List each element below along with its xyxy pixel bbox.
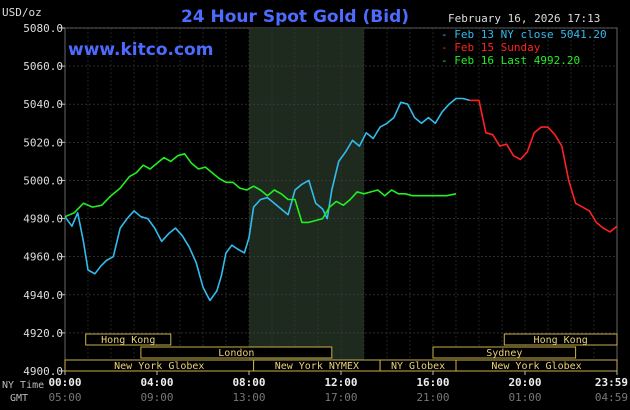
- price-series: [64, 97, 618, 302]
- session-label: Hong Kong: [101, 335, 155, 346]
- x-tick-label-gmt: 17:00: [324, 391, 357, 404]
- x-tick-label-ny: 23:59: [595, 376, 628, 389]
- legend: - Feb 13 NY close 5041.20- Feb 15 Sunday…: [441, 28, 607, 67]
- session-box: [432, 346, 577, 359]
- x-tick-label-ny: 16:00: [416, 376, 449, 389]
- legend-entry: - Feb 16 Last 4992.20: [441, 54, 580, 67]
- session-label: New York Globex: [491, 361, 581, 372]
- trading-sessions: Hong Kong Hong Kong London Sydney New York G…: [64, 333, 618, 372]
- session-label: Hong Kong: [534, 335, 588, 346]
- y-tick-label: 4960.0: [23, 251, 63, 264]
- legend-entry: - Feb 13 NY close 5041.20: [441, 28, 607, 41]
- shaded-region: [249, 28, 364, 371]
- x-tick-label-gmt: 13:00: [232, 391, 265, 404]
- x-tick-label-ny: 04:00: [140, 376, 173, 389]
- session-label: New York NYMEX: [275, 361, 359, 372]
- y-tick-label: 5040.0: [23, 98, 63, 111]
- x-tick-label-ny: 20:00: [508, 376, 541, 389]
- session-label: London: [218, 348, 254, 359]
- y-tick-label: 4900.0: [23, 365, 63, 378]
- series-line: [64, 97, 471, 302]
- series-line: [469, 99, 618, 233]
- session-box: [455, 359, 618, 372]
- website-label: www.kitco.com: [68, 40, 213, 60]
- x-tick-label-ny: 08:00: [232, 376, 265, 389]
- x-tick-label-ny: 00:00: [48, 376, 81, 389]
- x-tick-label-gmt: 01:00: [508, 391, 541, 404]
- shaded-band: [249, 28, 364, 371]
- unit-label: USD/oz: [2, 6, 42, 19]
- y-tick-label: 4920.0: [23, 327, 63, 340]
- session-label: New York Globex: [114, 361, 204, 372]
- session-box: [503, 333, 618, 346]
- y-tick-label: 5060.0: [23, 60, 63, 73]
- x-axis-ticks: 00:00 05:00 04:00 09:00 08:00 13:00 12:00 17:00…: [48, 371, 628, 404]
- y-tick-label: 5020.0: [23, 136, 63, 149]
- series-line: [64, 153, 457, 224]
- session-label: Sydney: [486, 348, 522, 359]
- y-tick-label: 5080.0: [23, 22, 63, 35]
- session-label: NY Globex: [391, 361, 445, 372]
- y-axis-ticks: 5080.0 5060.0 5040.0 5020.0 5000.0 4980.0 4960…: [23, 22, 65, 378]
- chart-title: 24 Hour Spot Gold (Bid): [181, 7, 409, 27]
- grid-lines: [65, 27, 617, 372]
- y-tick-label: 4980.0: [23, 213, 63, 226]
- session-box: [85, 333, 172, 346]
- y-tick-label: 5000.0: [23, 174, 63, 187]
- x-tick-label-gmt: 09:00: [140, 391, 173, 404]
- session-box: [140, 346, 333, 359]
- ny-time-row-label: NY Time: [2, 380, 44, 391]
- y-tick-label: 4940.0: [23, 289, 63, 302]
- gmt-row-label: GMT: [10, 393, 28, 404]
- x-tick-label-gmt: 04:59: [595, 391, 628, 404]
- legend-entry: - Feb 15 Sunday: [441, 41, 541, 54]
- date-label: February 16, 2026 17:13: [448, 12, 600, 25]
- x-tick-label-ny: 12:00: [324, 376, 357, 389]
- x-tick-label-gmt: 05:00: [48, 391, 81, 404]
- x-tick-label-gmt: 21:00: [416, 391, 449, 404]
